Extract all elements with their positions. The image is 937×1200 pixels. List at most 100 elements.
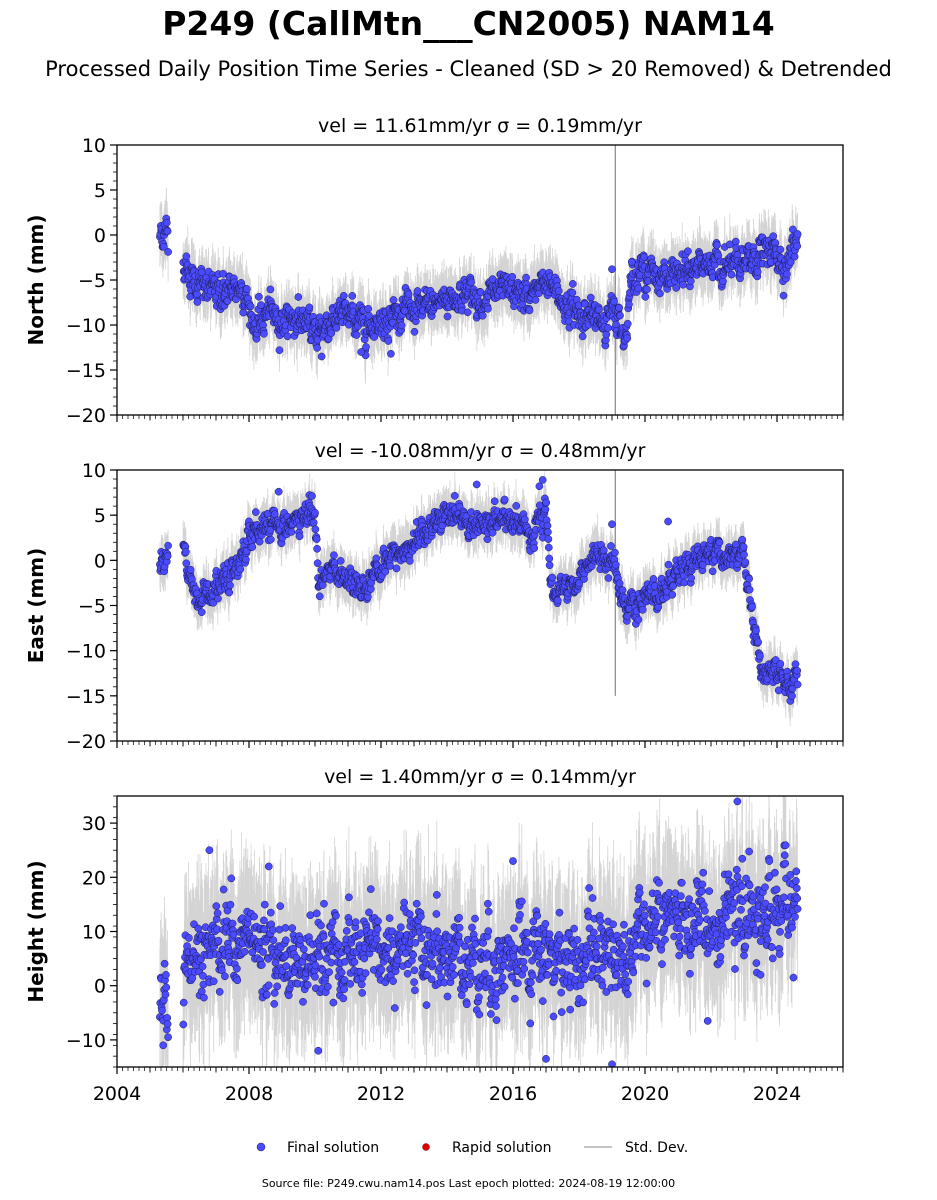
data-point (727, 270, 736, 279)
data-point (340, 985, 349, 994)
data-point (568, 280, 577, 288)
data-point (642, 954, 651, 962)
data-point (475, 993, 483, 1002)
data-point (655, 878, 663, 887)
data-point (364, 304, 373, 313)
data-point (530, 544, 539, 553)
y-tick-label: −10 (66, 315, 106, 337)
data-point-outlier (274, 487, 283, 496)
data-point (484, 304, 492, 313)
data-point (545, 554, 554, 563)
y-tick-label: −20 (66, 731, 106, 753)
data-point (329, 998, 338, 1007)
data-point (745, 574, 753, 583)
data-point (753, 268, 762, 276)
data-point (585, 884, 593, 892)
data-point (313, 544, 321, 553)
data-point (624, 977, 633, 986)
y-tick-label: 10 (82, 922, 106, 944)
data-point (448, 963, 457, 971)
chart-subtitle: Processed Daily Position Time Series - C… (45, 57, 892, 81)
data-point (327, 958, 336, 967)
stddev-bars-north (159, 145, 798, 415)
y-tick-label: 30 (82, 813, 106, 835)
data-point (361, 969, 370, 977)
data-point (526, 978, 535, 987)
data-point (780, 893, 788, 902)
data-point (328, 918, 337, 926)
data-point (792, 877, 800, 885)
data-point (498, 973, 507, 982)
data-point (580, 975, 589, 984)
data-point (226, 581, 234, 590)
data-point (462, 1000, 471, 1009)
y-tick-label: −5 (78, 270, 106, 292)
data-point (240, 947, 249, 956)
data-point (475, 1010, 484, 1019)
data-point (771, 868, 779, 877)
data-layer-height (156, 796, 802, 1067)
data-point-outlier (535, 482, 544, 491)
data-point (365, 908, 373, 917)
data-point (260, 900, 269, 909)
data-point (417, 934, 426, 943)
data-point (616, 311, 624, 320)
data-point-outlier (159, 1041, 168, 1050)
panel-north: vel = 11.61mm/yr σ = 0.19mm/yr 10 5 0 −5 −10 −… (24, 115, 844, 427)
data-point (457, 991, 466, 1000)
data-point (748, 602, 756, 611)
data-point (604, 574, 613, 582)
data-point (592, 942, 601, 951)
data-point (550, 974, 559, 983)
velocity-label: vel = 1.40mm/yr (324, 766, 491, 788)
data-point (182, 252, 191, 261)
data-point (792, 884, 801, 893)
data-point (341, 957, 349, 966)
data-point (576, 981, 585, 990)
data-point (410, 327, 419, 336)
data-point (443, 312, 452, 321)
data-point (768, 943, 776, 952)
data-point (374, 917, 382, 925)
data-point (403, 969, 412, 978)
data-point-outlier (314, 1046, 323, 1055)
data-point-outlier (756, 971, 765, 979)
data-point-outlier (608, 520, 616, 529)
data-point (512, 502, 521, 510)
data-point (213, 909, 222, 918)
data-point (526, 1019, 535, 1028)
data-point (687, 574, 696, 582)
data-point (199, 972, 207, 980)
data-point (715, 538, 724, 547)
data-point (752, 959, 761, 967)
data-point (651, 928, 660, 937)
data-point (362, 343, 370, 351)
y-tick-label: 0 (94, 976, 106, 998)
data-point (602, 988, 611, 996)
data-point (308, 492, 316, 500)
points-height (156, 797, 802, 1067)
data-point (713, 241, 721, 249)
data-point (705, 887, 714, 895)
data-point (739, 543, 748, 551)
data-point (164, 248, 172, 256)
data-point (523, 929, 532, 937)
data-point (793, 905, 802, 913)
data-point (409, 951, 418, 959)
data-point (209, 977, 218, 986)
y-tick-label: 10 (82, 135, 106, 157)
data-point (777, 917, 786, 925)
data-point (311, 961, 320, 970)
data-point (266, 535, 275, 544)
data-point (604, 324, 612, 332)
data-point (337, 968, 346, 977)
data-point (520, 515, 529, 524)
data-point (543, 971, 552, 979)
panel-height: vel = 1.40mm/yr σ = 0.14mm/yr3020100−10H… (24, 766, 844, 1105)
data-point (527, 990, 536, 999)
data-point (538, 997, 547, 1005)
data-point (319, 932, 328, 941)
data-point (246, 302, 255, 311)
data-point (281, 936, 290, 945)
data-point-outlier (664, 517, 672, 526)
